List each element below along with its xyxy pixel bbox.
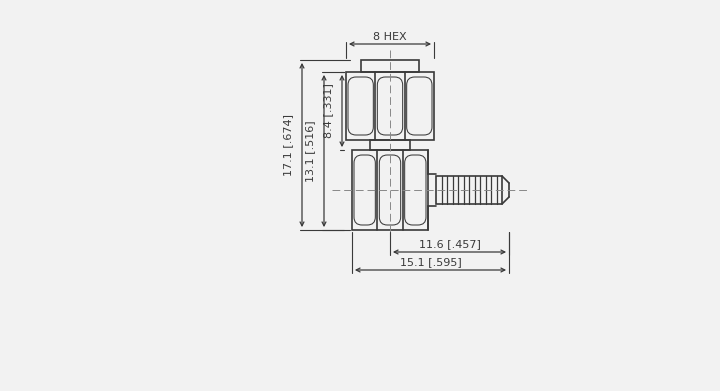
Bar — [352, 150, 428, 230]
Text: 8.4 [.331]: 8.4 [.331] — [323, 84, 333, 138]
Bar — [370, 140, 410, 150]
Text: 15.1 [.595]: 15.1 [.595] — [400, 257, 462, 267]
Bar — [346, 72, 434, 140]
Text: 13.1 [.516]: 13.1 [.516] — [305, 120, 315, 182]
Text: 8 HEX: 8 HEX — [373, 32, 407, 42]
Text: 17.1 [.674]: 17.1 [.674] — [283, 114, 293, 176]
Bar — [436, 176, 502, 204]
Bar — [361, 60, 419, 72]
Text: 11.6 [.457]: 11.6 [.457] — [418, 239, 480, 249]
